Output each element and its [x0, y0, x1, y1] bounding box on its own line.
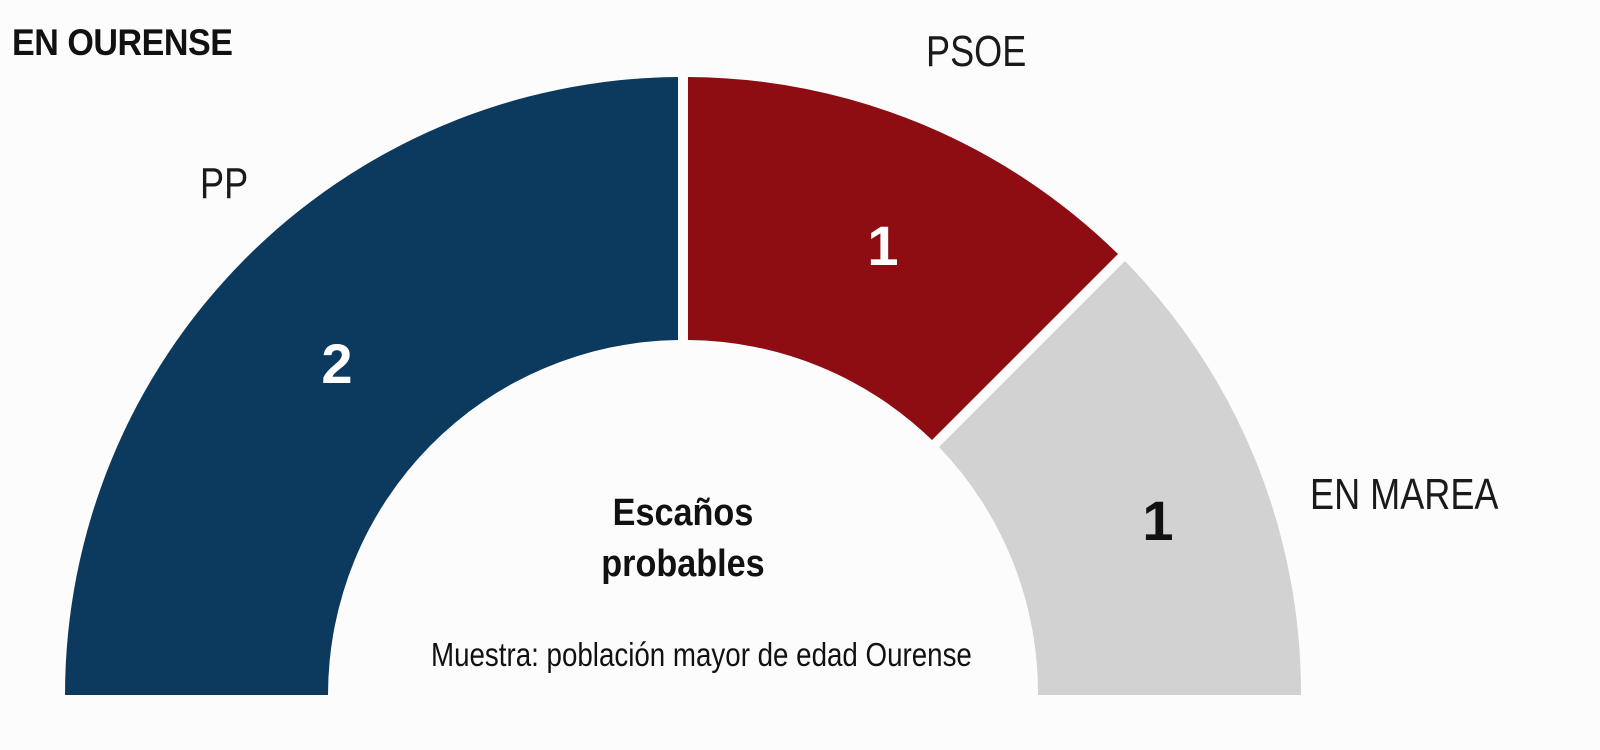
- donut-slice-psoe[interactable]: [688, 77, 1118, 440]
- center-heading-line-2: probables: [601, 542, 765, 585]
- chart-sample-caption: Muestra: población mayor de edad Ourense: [431, 636, 972, 673]
- donut-value-psoe: 1: [867, 214, 898, 277]
- donut-slice-enmarea[interactable]: [939, 261, 1302, 695]
- legend-label-pp: PP: [200, 159, 249, 208]
- page-title: EN OURENSE: [12, 22, 233, 63]
- legend-label-enmarea: EN MAREA: [1310, 470, 1499, 519]
- center-heading-line-1: Escaños: [612, 492, 754, 534]
- donut-value-enmarea: 1: [1142, 489, 1173, 552]
- donut-slice-pp[interactable]: [65, 77, 678, 695]
- legend-label-psoe: PSOE: [926, 27, 1027, 76]
- donut-value-pp: 2: [321, 332, 352, 395]
- chart-center-heading: Escaños probables: [383, 488, 983, 590]
